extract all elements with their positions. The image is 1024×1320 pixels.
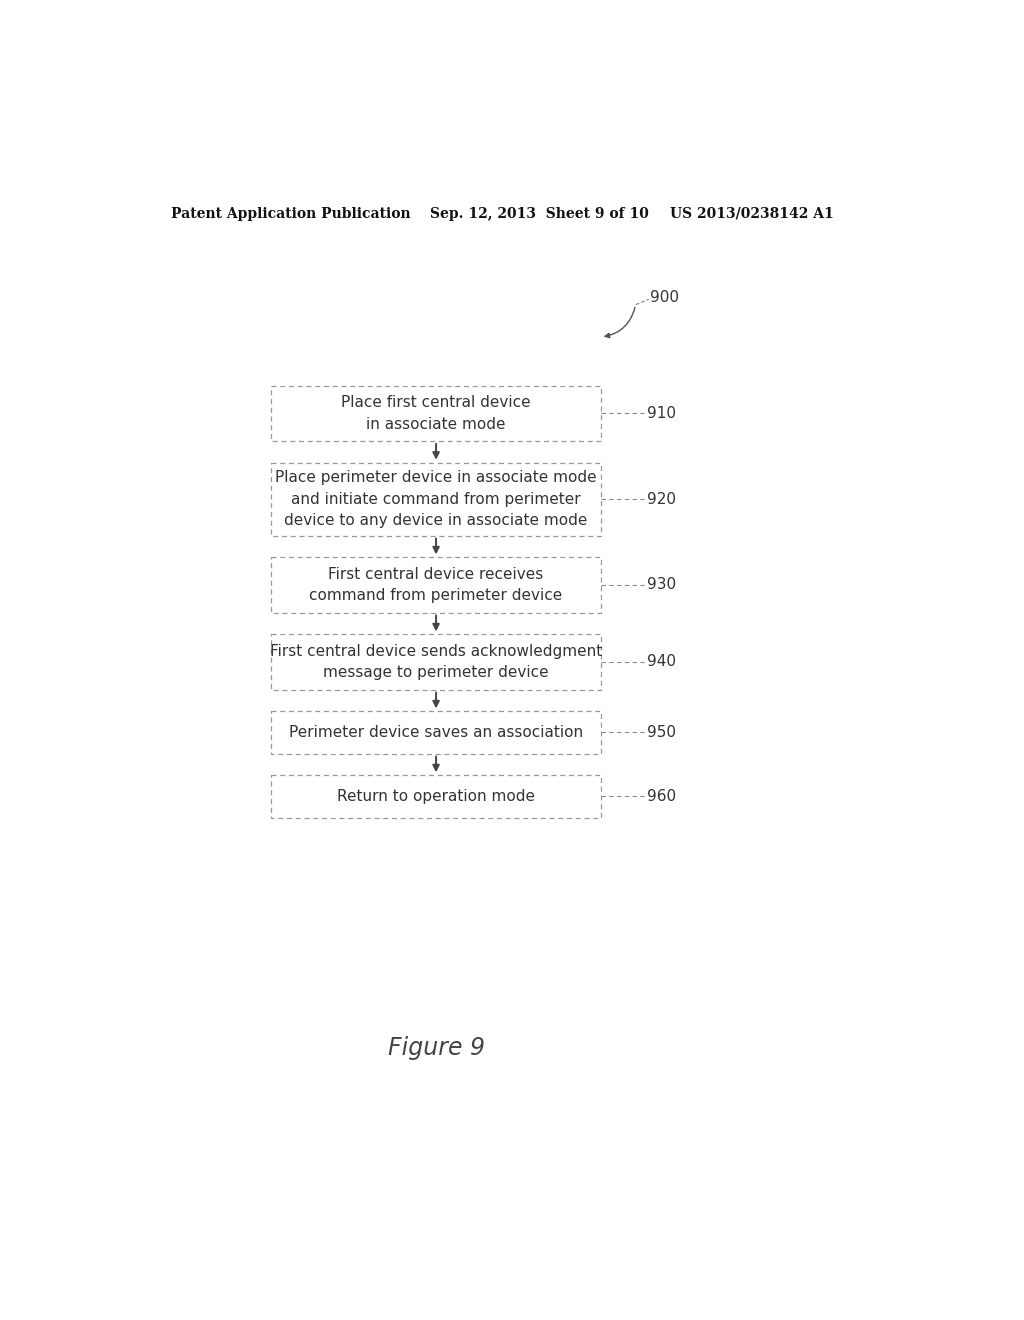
Text: Place perimeter device in associate mode
and initiate command from perimeter
dev: Place perimeter device in associate mode…: [275, 470, 597, 528]
Text: US 2013/0238142 A1: US 2013/0238142 A1: [671, 207, 835, 220]
Text: 940: 940: [647, 655, 676, 669]
Text: 930: 930: [647, 577, 677, 593]
Text: First central device receives
command from perimeter device: First central device receives command fr…: [309, 566, 562, 603]
Text: 950: 950: [647, 725, 676, 741]
Text: 900: 900: [649, 289, 679, 305]
Text: Return to operation mode: Return to operation mode: [337, 789, 536, 804]
Text: Sep. 12, 2013  Sheet 9 of 10: Sep. 12, 2013 Sheet 9 of 10: [430, 207, 649, 220]
Text: 920: 920: [647, 491, 676, 507]
Text: Patent Application Publication: Patent Application Publication: [171, 207, 411, 220]
FancyBboxPatch shape: [271, 462, 601, 536]
Text: Figure 9: Figure 9: [387, 1036, 484, 1060]
Text: 910: 910: [647, 405, 676, 421]
FancyBboxPatch shape: [271, 385, 601, 441]
FancyBboxPatch shape: [271, 557, 601, 612]
FancyBboxPatch shape: [271, 711, 601, 754]
Text: First central device sends acknowledgment
message to perimeter device: First central device sends acknowledgmen…: [270, 644, 602, 680]
Text: 960: 960: [647, 789, 677, 804]
Text: Perimeter device saves an association: Perimeter device saves an association: [289, 725, 583, 741]
FancyBboxPatch shape: [271, 635, 601, 689]
Text: Place first central device
in associate mode: Place first central device in associate …: [341, 395, 530, 432]
FancyBboxPatch shape: [271, 775, 601, 817]
